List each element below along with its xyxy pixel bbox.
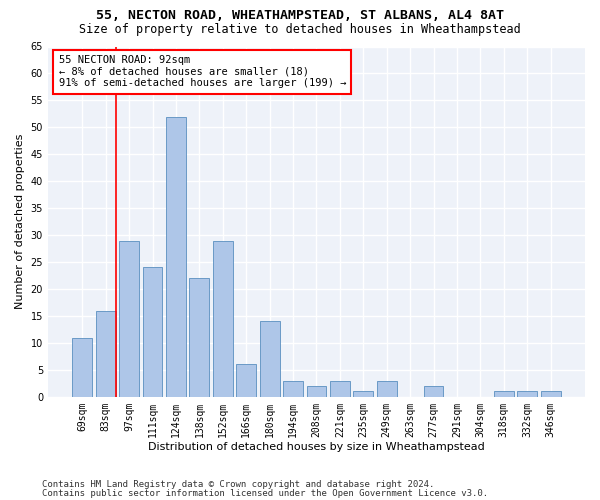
Bar [166, 116, 186, 397]
Bar [96, 310, 116, 397]
Text: 55 NECTON ROAD: 92sqm
← 8% of detached houses are smaller (18)
91% of semi-detac: 55 NECTON ROAD: 92sqm ← 8% of detached h… [59, 56, 346, 88]
Bar [119, 240, 139, 397]
Bar [307, 386, 326, 397]
X-axis label: Distribution of detached houses by size in Wheathampstead: Distribution of detached houses by size … [148, 442, 485, 452]
Bar [424, 386, 443, 397]
Text: Size of property relative to detached houses in Wheathampstead: Size of property relative to detached ho… [79, 22, 521, 36]
Bar [236, 364, 256, 397]
Bar [260, 322, 280, 397]
Text: 55, NECTON ROAD, WHEATHAMPSTEAD, ST ALBANS, AL4 8AT: 55, NECTON ROAD, WHEATHAMPSTEAD, ST ALBA… [96, 9, 504, 22]
Text: Contains public sector information licensed under the Open Government Licence v3: Contains public sector information licen… [42, 488, 488, 498]
Bar [541, 392, 560, 397]
Bar [190, 278, 209, 397]
Text: Contains HM Land Registry data © Crown copyright and database right 2024.: Contains HM Land Registry data © Crown c… [42, 480, 434, 489]
Bar [73, 338, 92, 397]
Bar [494, 392, 514, 397]
Bar [517, 392, 537, 397]
Bar [330, 380, 350, 397]
Bar [377, 380, 397, 397]
Y-axis label: Number of detached properties: Number of detached properties [15, 134, 25, 310]
Bar [213, 240, 233, 397]
Bar [143, 268, 163, 397]
Bar [283, 380, 303, 397]
Bar [353, 392, 373, 397]
